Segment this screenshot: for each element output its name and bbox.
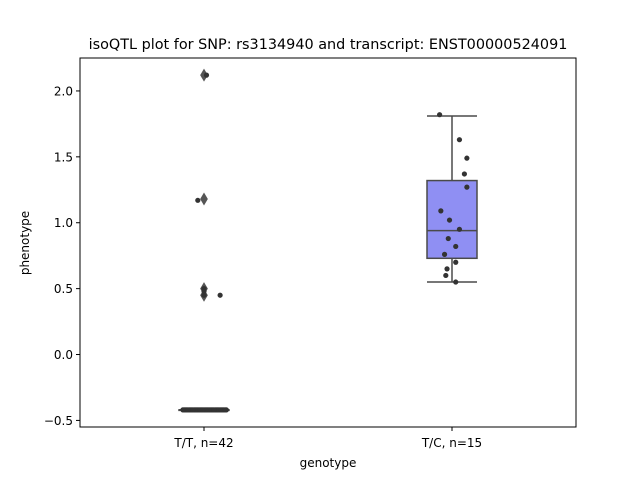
data-point: [441, 251, 448, 257]
plot-frame: [79, 57, 577, 428]
data-point: [453, 243, 459, 250]
x-tick-label: T/T, n=42: [173, 436, 233, 450]
data-point: [223, 407, 229, 413]
x-axis-label: genotype: [300, 456, 357, 470]
data-point: [456, 226, 463, 232]
data-point: [444, 266, 450, 272]
data-point: [200, 407, 206, 413]
data-point: [464, 184, 470, 190]
y-tick-label: 0.0: [54, 348, 73, 362]
data-point: [211, 407, 217, 413]
data-point: [195, 197, 201, 203]
data-point: [203, 72, 210, 78]
x-tick-label: T/C, n=15: [421, 436, 482, 450]
y-tick-label: 1.5: [54, 150, 73, 164]
y-axis-label: phenotype: [18, 211, 32, 275]
data-point: [185, 407, 191, 413]
data-point: [453, 279, 459, 285]
data-point: [446, 217, 453, 223]
data-point: [190, 407, 196, 413]
data-point: [201, 292, 207, 298]
data-point: [180, 407, 186, 413]
data-point: [456, 137, 463, 143]
data-point: [461, 171, 467, 177]
outlier-marker: [200, 192, 208, 206]
data-point: [438, 208, 444, 214]
chart-title: isoQTL plot for SNP: rs3134940 and trans…: [89, 37, 568, 53]
data-point: [445, 235, 451, 242]
y-tick-label: −0.5: [44, 414, 73, 428]
data-point: [201, 286, 207, 292]
data-point: [443, 272, 449, 279]
data-point: [453, 259, 459, 265]
y-tick-label: 1.0: [54, 216, 73, 230]
data-point: [217, 292, 223, 298]
data-point: [218, 407, 224, 413]
y-tick-label: 2.0: [54, 84, 73, 98]
y-tick-label: 0.5: [54, 282, 73, 296]
data-point: [437, 112, 443, 118]
data-point: [464, 155, 470, 161]
